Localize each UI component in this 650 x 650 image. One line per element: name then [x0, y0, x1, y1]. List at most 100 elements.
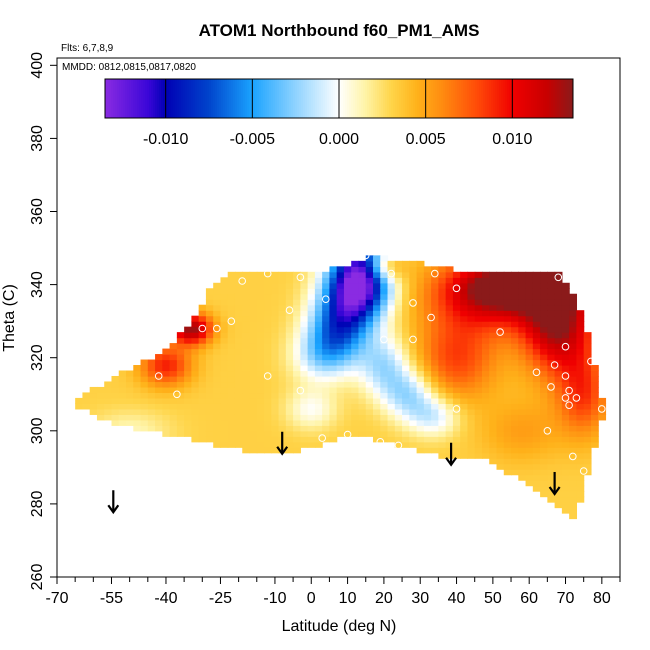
- heatmap-cell: [242, 348, 251, 355]
- heatmap-cell: [380, 321, 389, 328]
- heatmap-cell: [351, 403, 360, 410]
- heatmap-cell: [329, 425, 338, 432]
- heatmap-cell: [445, 326, 454, 333]
- heatmap-cell: [300, 419, 309, 426]
- heatmap-cell: [380, 354, 389, 361]
- heatmap-cell: [126, 386, 134, 394]
- heatmap-cell: [300, 315, 309, 322]
- heatmap-cell: [242, 386, 251, 394]
- heatmap-cell: [416, 441, 425, 448]
- heatmap-cell: [583, 392, 592, 399]
- heatmap-cell: [576, 452, 585, 459]
- heatmap-cell: [198, 430, 207, 437]
- heatmap-cell: [198, 397, 207, 404]
- heatmap-cell: [423, 414, 432, 421]
- heatmap-cell: [162, 354, 171, 361]
- heatmap-cell: [438, 310, 447, 317]
- heatmap-cell: [489, 430, 498, 437]
- colorbar-cell: [275, 79, 278, 118]
- heatmap-cell: [264, 397, 272, 404]
- heatmap-cell: [227, 359, 236, 366]
- heatmap-cell: [452, 425, 461, 432]
- heatmap-cell: [373, 381, 381, 388]
- heatmap-cell: [503, 403, 512, 410]
- colorbar-cell: [509, 79, 512, 118]
- heatmap-cell: [169, 414, 178, 421]
- heatmap-cell: [409, 392, 418, 399]
- heatmap-cell: [373, 343, 381, 350]
- colorbar-cell: [173, 79, 176, 118]
- heatmap-cell: [227, 332, 236, 339]
- heatmap-cell: [162, 408, 171, 415]
- heatmap-cell: [489, 436, 498, 443]
- heatmap-cell: [540, 326, 548, 333]
- heatmap-cell: [293, 375, 301, 383]
- heatmap-cell: [293, 436, 301, 443]
- heatmap-cell: [569, 474, 578, 481]
- heatmap-cell: [518, 321, 527, 328]
- colorbar-cell: [513, 79, 516, 118]
- colorbar-cell: [479, 79, 482, 118]
- heatmap-cell: [540, 436, 548, 443]
- heatmap-cell: [554, 452, 563, 459]
- heatmap-cell: [503, 375, 512, 383]
- heatmap-cell: [496, 370, 505, 377]
- heatmap-cell: [351, 282, 360, 289]
- heatmap-cell: [351, 332, 360, 339]
- heatmap-cell: [140, 419, 149, 426]
- heatmap-cell: [380, 332, 389, 339]
- heatmap-cell: [264, 365, 272, 372]
- heatmap-cell: [547, 480, 556, 487]
- colorbar-cell: [149, 79, 152, 118]
- heatmap-cell: [583, 348, 592, 355]
- heatmap-cell: [271, 397, 280, 404]
- heatmap-cell: [518, 381, 527, 388]
- heatmap-cell: [474, 348, 483, 355]
- heatmap-cell: [394, 392, 403, 399]
- heatmap-cell: [394, 386, 403, 394]
- heatmap-cell: [409, 337, 418, 344]
- colorbar-cell: [377, 79, 380, 118]
- heatmap-cell: [547, 304, 556, 311]
- heatmap-cell: [249, 397, 258, 404]
- colorbar-cell: [107, 79, 110, 118]
- heatmap-cell: [460, 343, 469, 350]
- heatmap-cell: [460, 419, 469, 426]
- heatmap-cell: [452, 282, 461, 289]
- heatmap-cell: [285, 304, 294, 311]
- heatmap-cell: [438, 304, 447, 311]
- heatmap-cell: [205, 359, 214, 366]
- heatmap-cell: [249, 365, 258, 372]
- heatmap-cell: [554, 354, 563, 361]
- heatmap-cell: [511, 414, 519, 421]
- heatmap-cell: [540, 304, 548, 311]
- heatmap-cell: [489, 458, 498, 465]
- heatmap-cell: [489, 408, 498, 415]
- heatmap-cell: [176, 375, 185, 383]
- heatmap-cell: [198, 408, 207, 415]
- heatmap-cell: [213, 430, 222, 437]
- heatmap-cell: [423, 375, 432, 383]
- heatmap-cell: [314, 365, 323, 372]
- heatmap-cell: [474, 447, 483, 454]
- heatmap-cell: [445, 381, 454, 388]
- x-tick-label: -25: [209, 590, 232, 607]
- heatmap-cell: [307, 293, 316, 300]
- heatmap-cell: [264, 354, 272, 361]
- heatmap-cell: [525, 458, 534, 465]
- heatmap-cell: [467, 343, 476, 350]
- heatmap-cell: [540, 414, 548, 421]
- heatmap-cell: [249, 430, 258, 437]
- heatmap-cell: [481, 282, 490, 289]
- heatmap-cell: [191, 337, 200, 344]
- heatmap-cell: [467, 381, 476, 388]
- heatmap-cell: [329, 375, 338, 383]
- heatmap-cell: [322, 326, 331, 333]
- heatmap-cell: [561, 414, 570, 421]
- heatmap-cell: [554, 397, 563, 404]
- heatmap-cell: [205, 304, 214, 311]
- colorbar-cell: [141, 79, 144, 118]
- heatmap-cell: [554, 480, 563, 487]
- colorbar-cell: [365, 79, 368, 118]
- heatmap-cell: [75, 397, 84, 404]
